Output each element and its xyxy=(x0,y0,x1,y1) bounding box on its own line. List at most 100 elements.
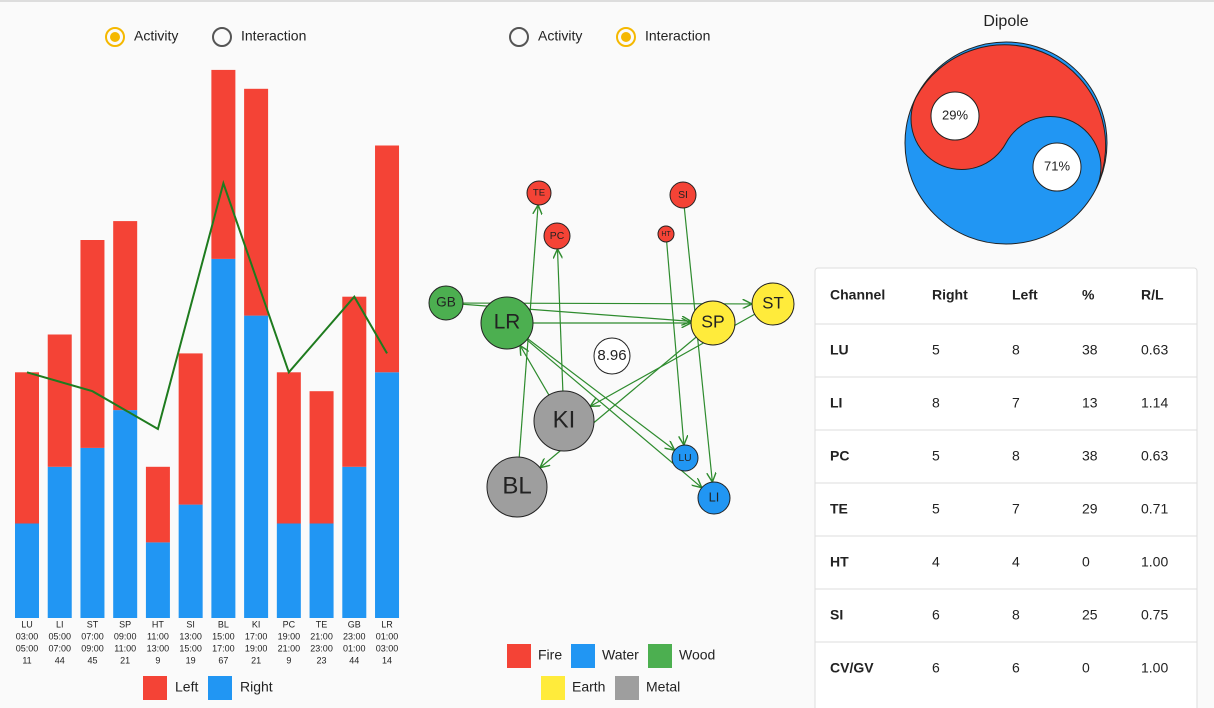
node[interactable] xyxy=(751,282,795,326)
node-label: LU xyxy=(678,453,691,464)
node[interactable] xyxy=(526,180,552,206)
table-cell: 1.00 xyxy=(1141,660,1168,676)
radio-button[interactable] xyxy=(212,27,232,47)
value-label-bg xyxy=(930,91,980,141)
x-tick-label: PC xyxy=(283,619,296,629)
table-cell: 13 xyxy=(1082,395,1098,411)
legend-swatch xyxy=(571,644,595,668)
x-tick-label: 9 xyxy=(286,655,291,665)
node[interactable] xyxy=(669,181,697,209)
legend-swatch xyxy=(507,644,531,668)
node[interactable] xyxy=(671,444,699,472)
node[interactable] xyxy=(690,300,736,346)
radio-dot[interactable] xyxy=(110,32,120,42)
bar-segment xyxy=(211,69,236,259)
x-tick-label: HT xyxy=(152,619,164,629)
x-tick-label: 13:00 xyxy=(147,643,170,653)
x-tick-label: 01:00 xyxy=(376,631,399,641)
x-tick-label: 15:00 xyxy=(179,643,202,653)
x-tick-label: 09:00 xyxy=(114,631,137,641)
node[interactable] xyxy=(657,225,675,243)
table-header: Right xyxy=(932,287,968,303)
table-cell: 6 xyxy=(932,660,940,676)
x-tick-label: 19:00 xyxy=(245,643,268,653)
radio-label[interactable]: Activity xyxy=(134,28,178,44)
x-tick-label: 01:00 xyxy=(343,643,366,653)
table-cell: 0 xyxy=(1082,554,1090,570)
table-cell: CV/GV xyxy=(830,660,874,676)
bar-segment xyxy=(342,296,367,467)
legend-label: Left xyxy=(175,679,198,695)
x-tick-label: ST xyxy=(87,619,99,629)
node[interactable] xyxy=(480,296,534,350)
node-label: SI xyxy=(678,190,688,201)
center-value: 8.96 xyxy=(597,347,626,364)
table-header: R/L xyxy=(1141,287,1164,303)
node[interactable] xyxy=(543,222,571,250)
x-tick-label: 11:00 xyxy=(147,631,169,641)
table-cell: 5 xyxy=(932,448,940,464)
bar-segment xyxy=(145,542,170,618)
x-tick-label: LU xyxy=(21,619,33,629)
radio-button[interactable] xyxy=(509,27,529,47)
radio-label[interactable]: Interaction xyxy=(645,28,710,44)
node[interactable] xyxy=(697,481,731,515)
x-tick-label: 05:00 xyxy=(48,631,71,641)
pie-slice xyxy=(910,44,1107,189)
table-cell: 4 xyxy=(932,554,940,570)
x-tick-label: SI xyxy=(186,619,195,629)
bar-segment xyxy=(15,372,39,524)
x-tick-label: SP xyxy=(119,619,131,629)
x-tick-label: 45 xyxy=(87,655,97,665)
table-cell: 4 xyxy=(1012,554,1020,570)
x-tick-label: 23:00 xyxy=(310,643,333,653)
x-tick-label: 09:00 xyxy=(81,643,104,653)
radio-label[interactable]: Interaction xyxy=(241,28,306,44)
node-label: TE xyxy=(533,188,545,199)
radio-label[interactable]: Activity xyxy=(538,28,582,44)
table-cell: 25 xyxy=(1082,607,1098,623)
x-tick-label: 05:00 xyxy=(16,643,39,653)
table-cell: HT xyxy=(830,554,849,570)
radio-button[interactable] xyxy=(105,27,125,47)
bar-segment xyxy=(145,466,170,543)
table-cell: LU xyxy=(830,342,849,358)
node[interactable] xyxy=(533,390,595,452)
legend-label: Wood xyxy=(679,647,715,663)
bar-segment xyxy=(113,221,138,411)
x-tick-label: GB xyxy=(348,619,361,629)
bar-segment xyxy=(276,372,301,524)
top-edge xyxy=(0,0,1214,2)
x-tick-label: 11 xyxy=(22,655,31,665)
legend-swatch xyxy=(541,676,565,700)
x-tick-label: 67 xyxy=(218,655,228,665)
x-tick-label: 17:00 xyxy=(245,631,268,641)
table-cell: 0.63 xyxy=(1141,342,1168,358)
value-label: 29% xyxy=(942,107,968,122)
bar-segment xyxy=(47,466,72,618)
x-tick-label: 17:00 xyxy=(212,643,235,653)
x-tick-label: 9 xyxy=(155,655,160,665)
radio-button[interactable] xyxy=(616,27,636,47)
x-tick-label: 21:00 xyxy=(310,631,333,641)
table-cell: 0.71 xyxy=(1141,501,1168,517)
node[interactable] xyxy=(428,285,464,321)
x-tick-label: 44 xyxy=(349,655,359,665)
legend-swatch xyxy=(615,676,639,700)
x-tick-label: 44 xyxy=(55,655,65,665)
x-tick-label: 21:00 xyxy=(278,643,301,653)
table-cell: TE xyxy=(830,501,848,517)
node-label: ST xyxy=(762,293,783,312)
radio-dot[interactable] xyxy=(621,32,631,42)
table-cell: 38 xyxy=(1082,448,1098,464)
center-value-bg xyxy=(593,337,631,375)
node-label: BL xyxy=(502,472,531,499)
node[interactable] xyxy=(486,456,548,518)
node-label: SP xyxy=(701,312,724,332)
bar-segment xyxy=(178,504,203,618)
x-tick-label: 14 xyxy=(382,655,392,665)
bar-segment xyxy=(244,315,269,618)
table-header: Channel xyxy=(830,287,885,303)
bar-segment xyxy=(80,240,105,448)
bar-segment xyxy=(178,353,203,505)
